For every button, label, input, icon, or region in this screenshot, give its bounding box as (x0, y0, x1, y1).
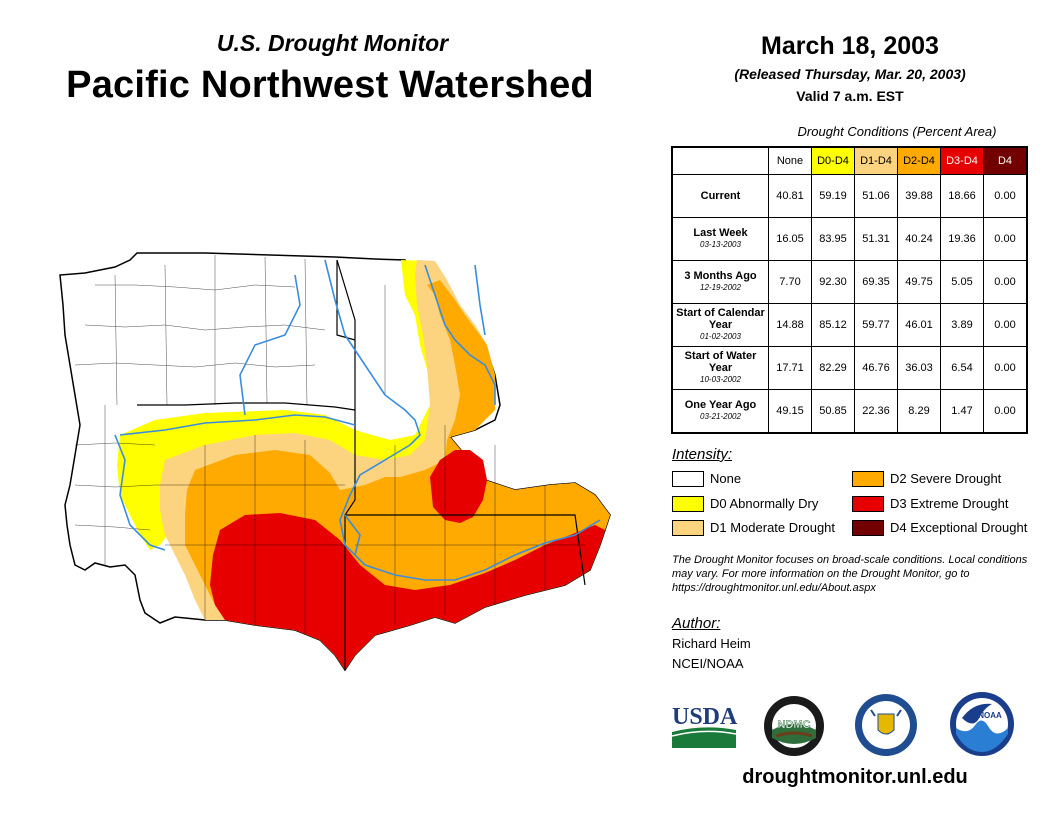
table-cell: 46.76 (854, 346, 898, 390)
table-cell: 16.05 (768, 217, 812, 261)
table-row: Current 40.81 59.19 51.06 39.88 18.66 0.… (671, 174, 1028, 218)
valid-time: Valid 7 a.m. EST (796, 88, 904, 104)
table-cell: 92.30 (811, 260, 855, 304)
usda-logo-text: USDA (672, 704, 738, 730)
column-header-d2-d4: D2-D4 (897, 146, 941, 175)
website-link[interactable]: droughtmonitor.unl.edu (742, 766, 968, 788)
map-subtitle: U.S. Drought Monitor (216, 30, 449, 56)
row-label: Last Week 03-13-2003 (671, 217, 769, 261)
map-date: March 18, 2003 (761, 32, 939, 60)
author-name: Richard Heim (672, 636, 751, 651)
rivers (114, 259, 601, 581)
map-zone-d3-north (430, 450, 487, 523)
row-label: Start of Calendar Year 01-02-2003 (671, 303, 769, 347)
legend-label: D4 Exceptional Drought (890, 520, 1028, 535)
column-header-d4: D4 (983, 146, 1028, 175)
table-cell: 59.77 (854, 303, 898, 347)
table-cell: 3.89 (940, 303, 984, 347)
table-cell: 82.29 (811, 346, 855, 390)
table-cell: 6.54 (940, 346, 984, 390)
usda-logo: USDA (671, 704, 738, 748)
column-header-none: None (768, 146, 812, 175)
disclaimer-note: The Drought Monitor focuses on broad-sca… (672, 554, 1028, 594)
drought-stats-table: None D0-D4 D1-D4 D2-D4 D3-D4 D4 Current … (671, 146, 1028, 434)
row-label: 3 Months Ago 12-19-2002 (671, 260, 769, 304)
table-cell: 22.36 (854, 389, 898, 434)
table-cell: 18.66 (940, 174, 984, 218)
table-row: 3 Months Ago 12-19-2002 7.70 92.30 69.35 … (671, 260, 1028, 304)
column-header-d0-d4: D0-D4 (811, 146, 855, 175)
map-title: Pacific Northwest Watershed (66, 64, 594, 106)
table-cell: 7.70 (768, 260, 812, 304)
table-cell: 59.19 (811, 174, 855, 218)
table-row: One Year Ago 03-21-2002 49.15 50.85 22.36… (671, 389, 1028, 434)
legend-label: D2 Severe Drought (890, 471, 1002, 486)
column-header-d1-d4: D1-D4 (854, 146, 898, 175)
legend-swatch (852, 471, 884, 487)
row-label: One Year Ago 03-21-2002 (671, 389, 769, 434)
legend-label: D1 Moderate Drought (710, 520, 836, 535)
legend-swatch (852, 496, 884, 512)
table-cell: 51.06 (854, 174, 898, 218)
table-cell: 51.31 (854, 217, 898, 261)
table-cell: 50.85 (811, 389, 855, 434)
table-row: Start of Calendar Year 01-02-2003 14.88 8… (671, 303, 1028, 347)
noaa-logo-text: NOAA (978, 711, 1002, 720)
table-row: Start of Water Year 10-03-2002 17.71 82.2… (671, 346, 1028, 390)
table-cell: 0.00 (983, 303, 1028, 347)
table-cell: 69.35 (854, 260, 898, 304)
ndmc-logo-text: NDMC (778, 719, 811, 731)
legend-label: None (710, 471, 742, 486)
row-label: Current (671, 174, 769, 218)
author-org: NCEI/NOAA (672, 656, 744, 671)
ndmc-logo: NDMC (764, 696, 824, 756)
table-cell: 17.71 (768, 346, 812, 390)
table-cell: 14.88 (768, 303, 812, 347)
table-cell: 49.75 (897, 260, 941, 304)
drought-map (59, 252, 611, 672)
table-caption: Drought Conditions (Percent Area) (797, 124, 997, 139)
table-cell: 8.29 (897, 389, 941, 434)
table-cell: 85.12 (811, 303, 855, 347)
legend-swatch (852, 520, 884, 536)
legend-title: Intensity: (672, 446, 733, 463)
table-cell: 0.00 (983, 346, 1028, 390)
column-header-d3-d4: D3-D4 (940, 146, 984, 175)
county-lines (74, 255, 585, 635)
table-cell: 36.03 (897, 346, 941, 390)
table-cell: 49.15 (768, 389, 812, 434)
map-zone-d3-south (210, 513, 605, 670)
row-label: Start of Water Year 10-03-2002 (671, 346, 769, 390)
legend-label: D3 Extreme Drought (890, 496, 1009, 511)
table-cell: 1.47 (940, 389, 984, 434)
legend-swatch (672, 471, 704, 487)
noaa-logo: NOAA (950, 692, 1014, 756)
table-row: Last Week 03-13-2003 16.05 83.95 51.31 40… (671, 217, 1028, 261)
release-date: (Released Thursday, Mar. 20, 2003) (734, 66, 966, 82)
legend-swatch (672, 520, 704, 536)
table-cell: 0.00 (983, 260, 1028, 304)
table-cell: 40.24 (897, 217, 941, 261)
legend-swatch (672, 496, 704, 512)
table-cell: 0.00 (983, 217, 1028, 261)
legend-label: D0 Abnormally Dry (710, 496, 819, 511)
table-cell: 39.88 (897, 174, 941, 218)
doc-seal-logo (855, 694, 917, 756)
author-label: Author: (672, 615, 721, 632)
table-cell: 46.01 (897, 303, 941, 347)
table-cell: 5.05 (940, 260, 984, 304)
table-cell: 0.00 (983, 174, 1028, 218)
table-cell: 83.95 (811, 217, 855, 261)
table-cell: 0.00 (983, 389, 1028, 434)
table-cell: 19.36 (940, 217, 984, 261)
table-cell: 40.81 (768, 174, 812, 218)
